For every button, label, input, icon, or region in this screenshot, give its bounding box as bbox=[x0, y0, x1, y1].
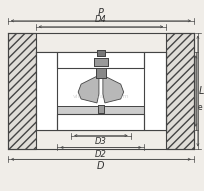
Bar bbox=[57, 68, 144, 114]
Bar bbox=[8, 33, 36, 149]
Bar bbox=[98, 105, 104, 113]
Bar bbox=[98, 105, 104, 113]
Bar bbox=[94, 58, 108, 66]
Bar bbox=[144, 53, 166, 130]
Text: P: P bbox=[98, 8, 104, 18]
Text: D4: D4 bbox=[95, 15, 107, 24]
Bar bbox=[36, 53, 57, 130]
Bar bbox=[96, 68, 106, 78]
Bar bbox=[57, 114, 144, 130]
Bar bbox=[8, 33, 36, 149]
Text: D2: D2 bbox=[95, 150, 107, 159]
Text: e: e bbox=[197, 103, 202, 112]
Bar bbox=[96, 68, 106, 78]
Polygon shape bbox=[103, 75, 124, 103]
Text: L: L bbox=[199, 86, 204, 96]
Bar bbox=[57, 53, 144, 68]
Text: D: D bbox=[97, 161, 105, 171]
Bar bbox=[57, 53, 144, 68]
Bar bbox=[97, 50, 105, 56]
Bar bbox=[166, 33, 194, 149]
Bar bbox=[57, 106, 144, 114]
Bar bbox=[144, 53, 166, 130]
Bar bbox=[97, 50, 105, 56]
Bar bbox=[166, 33, 194, 149]
Bar bbox=[8, 33, 36, 149]
Bar bbox=[166, 33, 194, 149]
Text: D3: D3 bbox=[95, 137, 107, 146]
Bar bbox=[36, 53, 57, 130]
Bar bbox=[144, 53, 166, 130]
Bar bbox=[57, 114, 144, 130]
Bar bbox=[57, 106, 144, 114]
Bar bbox=[36, 53, 57, 130]
Bar bbox=[57, 114, 144, 130]
Text: vicheckvalve.com: vicheckvalve.com bbox=[73, 95, 129, 100]
Bar bbox=[94, 58, 108, 66]
Bar bbox=[57, 53, 144, 68]
Bar bbox=[36, 53, 166, 130]
Polygon shape bbox=[78, 75, 99, 103]
Bar bbox=[57, 53, 144, 68]
Bar bbox=[57, 114, 144, 130]
